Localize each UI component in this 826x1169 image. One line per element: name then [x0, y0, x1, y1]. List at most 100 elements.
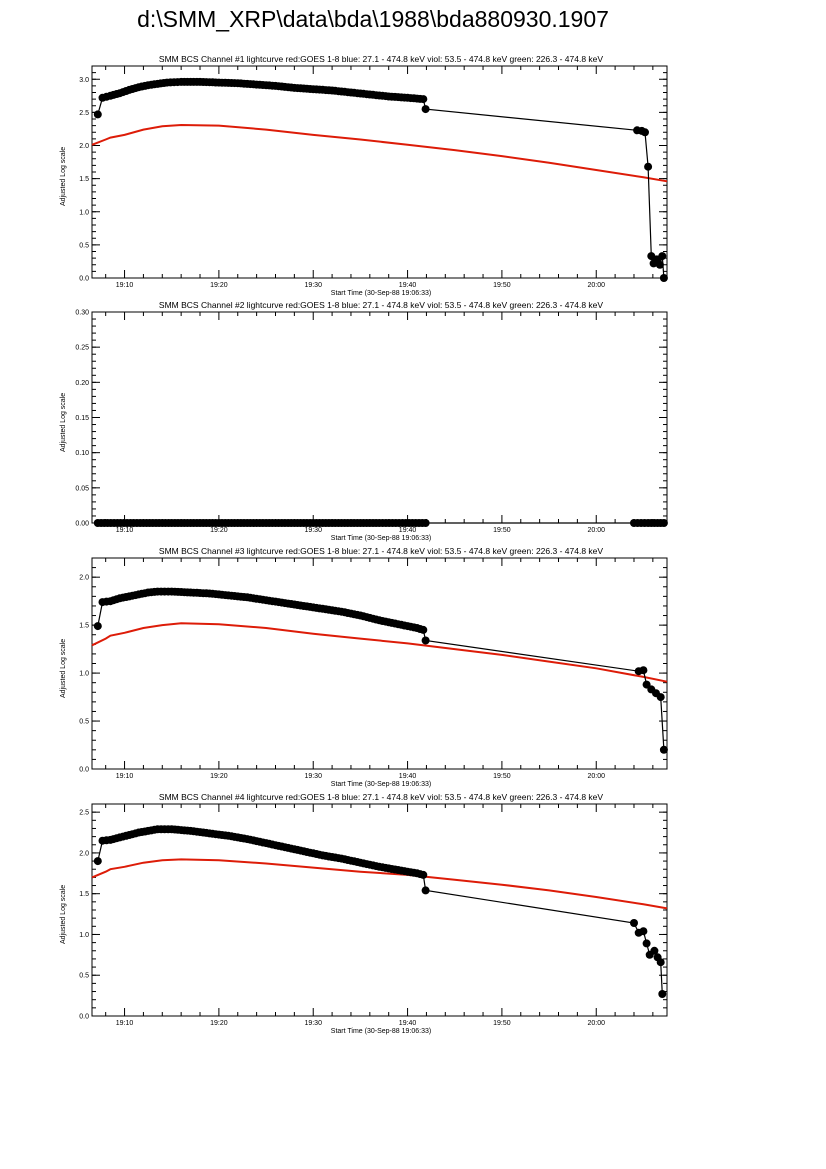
data-point [394, 93, 403, 102]
data-point [236, 834, 245, 842]
data-point [397, 620, 406, 629]
data-point [252, 519, 261, 527]
data-point [249, 594, 258, 603]
data-point [302, 602, 311, 611]
data-point [112, 595, 121, 604]
data-point [106, 519, 115, 527]
y-tick-label: 0.20 [75, 380, 89, 387]
data-point [659, 274, 668, 282]
data-point [406, 622, 415, 631]
data-point [211, 519, 220, 527]
data-point [240, 593, 248, 601]
data-point [255, 837, 264, 846]
series-line-2 [97, 81, 665, 279]
data-point [268, 840, 277, 849]
data-point [328, 86, 337, 95]
data-point [100, 519, 109, 527]
data-point [134, 828, 143, 837]
data-point [258, 595, 267, 604]
data-point [415, 519, 423, 527]
data-point [224, 591, 233, 600]
data-point [416, 94, 425, 103]
data-point [375, 519, 384, 527]
data-point [196, 519, 204, 527]
data-point [218, 78, 226, 87]
y-tick-label: 1.5 [79, 176, 89, 183]
data-point [347, 88, 355, 97]
data-point [246, 519, 255, 527]
data-point [115, 833, 124, 842]
y-tick-label: 2.0 [79, 143, 89, 150]
data-point [170, 587, 179, 596]
data-point [324, 519, 333, 527]
data-point [221, 591, 230, 600]
data-point [293, 519, 302, 527]
data-point [208, 589, 217, 598]
data-point [147, 588, 156, 597]
data-point [647, 685, 656, 694]
data-point [309, 849, 318, 858]
data-point [372, 519, 381, 527]
data-point [196, 589, 204, 597]
data-point [385, 519, 394, 527]
data-point [343, 856, 352, 864]
data-point [287, 83, 296, 92]
x-tick-label: 19:50 [493, 1020, 511, 1027]
data-point [284, 519, 293, 527]
data-point [262, 81, 271, 90]
data-point [642, 939, 651, 948]
data-point [421, 636, 430, 645]
data-point [421, 105, 430, 114]
data-point [356, 858, 365, 867]
y-tick-label: 1.0 [79, 932, 89, 939]
data-point [409, 868, 418, 877]
data-point [639, 666, 648, 675]
data-point [416, 870, 425, 879]
data-point [265, 81, 274, 90]
data-point [177, 826, 186, 835]
data-point [290, 600, 299, 609]
y-tick-label: 2.5 [79, 810, 89, 817]
data-point [134, 590, 143, 599]
data-point [236, 519, 245, 527]
data-point [173, 78, 182, 87]
data-point [183, 77, 192, 86]
data-point [109, 596, 118, 605]
data-point [337, 87, 346, 96]
data-point [131, 591, 140, 600]
data-point [152, 519, 160, 527]
data-point [249, 519, 258, 527]
data-point [645, 950, 654, 959]
data-point [306, 85, 315, 93]
data-point [174, 519, 182, 527]
data-point [381, 92, 390, 101]
data-point [199, 78, 208, 86]
data-point [309, 85, 318, 94]
data-point [630, 919, 638, 927]
data-point [312, 519, 321, 527]
data-point [633, 126, 642, 135]
data-point [334, 87, 343, 96]
data-point [153, 587, 162, 596]
data-point [331, 606, 340, 615]
x-tick-label: 19:20 [210, 282, 228, 289]
y-tick-label: 0.5 [79, 973, 89, 980]
data-point [630, 519, 638, 527]
data-point [347, 856, 355, 865]
data-point [112, 834, 121, 843]
data-point [403, 622, 412, 631]
data-point [166, 78, 175, 87]
data-point [110, 519, 119, 527]
data-point [290, 845, 299, 854]
data-point [183, 519, 192, 527]
data-point [119, 519, 128, 527]
data-point [656, 519, 665, 527]
y-axis-label: Adjusted Log scale [60, 884, 67, 944]
data-point [388, 519, 397, 527]
data-point [268, 81, 277, 90]
data-point [309, 603, 318, 612]
data-point [106, 597, 115, 606]
data-point [284, 83, 293, 92]
